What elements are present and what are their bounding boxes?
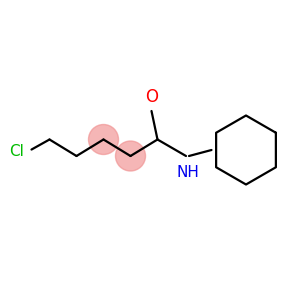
Text: O: O bbox=[145, 88, 158, 106]
Text: Cl: Cl bbox=[9, 144, 24, 158]
Circle shape bbox=[88, 124, 119, 154]
Circle shape bbox=[116, 141, 146, 171]
Text: NH: NH bbox=[176, 165, 199, 180]
